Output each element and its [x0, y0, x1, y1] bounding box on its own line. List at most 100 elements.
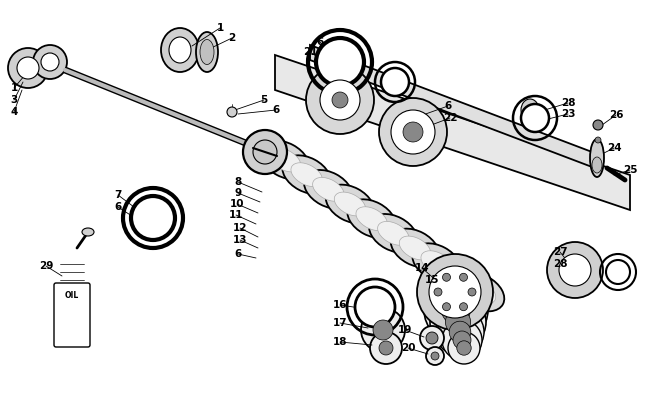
Ellipse shape [30, 51, 50, 79]
Circle shape [355, 287, 395, 327]
Circle shape [131, 196, 175, 240]
Text: 29: 29 [39, 261, 53, 271]
Ellipse shape [291, 163, 322, 186]
Ellipse shape [196, 32, 218, 72]
Text: 13: 13 [233, 235, 247, 245]
Text: 6: 6 [317, 37, 324, 47]
Circle shape [243, 130, 287, 174]
Circle shape [436, 308, 484, 356]
Ellipse shape [378, 221, 409, 245]
Ellipse shape [326, 185, 374, 224]
Circle shape [559, 254, 591, 286]
Circle shape [361, 308, 405, 352]
Ellipse shape [369, 214, 418, 253]
Text: 12: 12 [233, 223, 247, 233]
Ellipse shape [464, 280, 496, 304]
Ellipse shape [356, 207, 387, 231]
Text: 28: 28 [552, 259, 567, 269]
Circle shape [434, 288, 442, 296]
Circle shape [41, 53, 59, 71]
Text: 6: 6 [272, 105, 280, 115]
Text: 6: 6 [114, 202, 122, 212]
Text: 6: 6 [235, 249, 242, 259]
Polygon shape [310, 45, 600, 170]
Circle shape [420, 326, 444, 350]
Circle shape [468, 288, 476, 296]
Text: 25: 25 [623, 165, 637, 175]
Text: 26: 26 [609, 110, 623, 120]
Text: 19: 19 [398, 325, 412, 335]
Circle shape [379, 341, 393, 355]
Text: 1: 1 [216, 23, 224, 33]
Ellipse shape [347, 199, 396, 238]
Ellipse shape [456, 273, 504, 311]
Circle shape [606, 260, 630, 284]
Circle shape [521, 104, 549, 132]
Ellipse shape [399, 236, 431, 260]
Circle shape [443, 273, 450, 281]
Ellipse shape [261, 141, 309, 179]
Text: 11: 11 [229, 210, 243, 220]
Text: 9: 9 [235, 188, 242, 198]
Ellipse shape [434, 258, 483, 296]
Circle shape [379, 98, 447, 166]
Text: 8: 8 [235, 177, 242, 187]
Text: OIL: OIL [65, 291, 79, 299]
Ellipse shape [200, 40, 214, 65]
Circle shape [424, 278, 488, 342]
Ellipse shape [161, 28, 199, 72]
Circle shape [373, 320, 393, 340]
Ellipse shape [521, 99, 539, 121]
Text: 3: 3 [10, 95, 18, 105]
Circle shape [445, 309, 471, 334]
Text: 20: 20 [401, 343, 415, 353]
Text: 27: 27 [552, 247, 567, 257]
Circle shape [457, 341, 471, 355]
Text: 16: 16 [333, 300, 347, 310]
Ellipse shape [82, 228, 94, 236]
Ellipse shape [269, 148, 301, 172]
Ellipse shape [282, 155, 331, 194]
Text: 14: 14 [415, 263, 429, 273]
Circle shape [17, 57, 39, 79]
Ellipse shape [391, 229, 439, 267]
Circle shape [370, 332, 402, 364]
Circle shape [448, 332, 480, 364]
Circle shape [316, 38, 364, 86]
Circle shape [430, 294, 486, 350]
Circle shape [429, 266, 481, 318]
Ellipse shape [304, 170, 353, 208]
Text: 5: 5 [261, 95, 268, 105]
Text: 6: 6 [445, 101, 452, 111]
Text: 4: 4 [10, 107, 18, 117]
Circle shape [593, 120, 603, 130]
Circle shape [332, 92, 348, 108]
Circle shape [306, 66, 374, 134]
Circle shape [320, 80, 360, 120]
Text: 21: 21 [303, 47, 317, 57]
Circle shape [595, 137, 601, 143]
Ellipse shape [443, 266, 474, 289]
Polygon shape [275, 55, 630, 210]
Text: 7: 7 [114, 190, 122, 200]
Text: 24: 24 [606, 143, 621, 153]
Ellipse shape [254, 131, 270, 146]
Circle shape [227, 107, 237, 117]
Circle shape [431, 352, 439, 360]
Text: 18: 18 [333, 337, 347, 347]
Text: 1: 1 [10, 83, 18, 93]
Circle shape [33, 45, 67, 79]
Circle shape [453, 331, 471, 349]
Circle shape [391, 110, 435, 154]
Circle shape [253, 140, 277, 164]
Text: 28: 28 [561, 98, 575, 108]
Ellipse shape [169, 37, 191, 63]
Circle shape [403, 122, 423, 142]
Ellipse shape [592, 157, 602, 173]
Text: 17: 17 [333, 318, 347, 328]
Ellipse shape [313, 177, 344, 201]
Circle shape [441, 296, 471, 324]
Text: 15: 15 [424, 275, 439, 285]
Circle shape [417, 254, 493, 330]
Circle shape [449, 321, 471, 343]
